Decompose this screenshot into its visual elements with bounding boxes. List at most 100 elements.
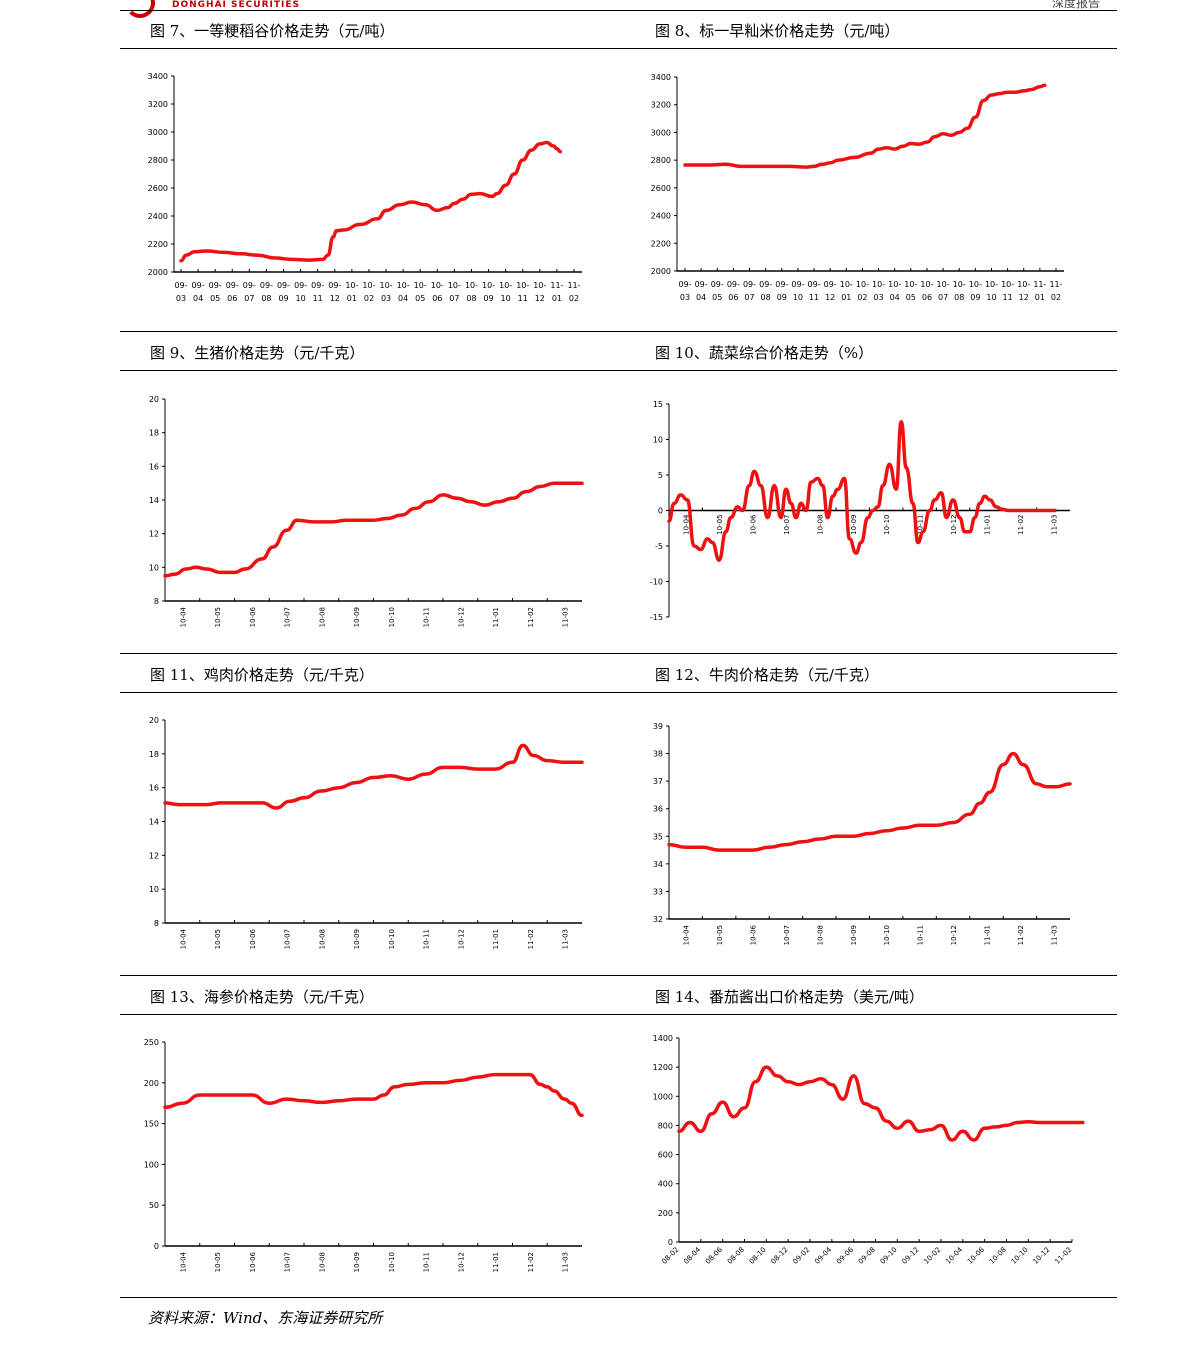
x-tick-label: 10-08 (318, 1252, 326, 1272)
x-tick-label: 11 (809, 293, 819, 302)
y-tick-label: 2600 (148, 184, 168, 193)
x-tick-label: 10- (872, 280, 885, 289)
x-tick-label: 10- (1001, 280, 1014, 289)
x-tick-label: 03 (176, 294, 186, 303)
x-tick-label: 10- (448, 281, 461, 290)
x-tick-label: 09-04 (813, 1245, 833, 1265)
series-line (163, 1072, 584, 1118)
series-line (667, 420, 1057, 562)
x-tick-label: 09- (791, 280, 804, 289)
x-tick-label: 10- (516, 281, 529, 290)
x-tick-label: 10- (482, 281, 495, 290)
x-tick-label: 05 (906, 293, 916, 302)
x-tick-label: 10-06 (249, 928, 257, 949)
x-tick-label: 10-07 (783, 925, 791, 945)
y-tick-label: 3400 (651, 73, 671, 82)
y-tick-label: 2800 (651, 156, 671, 165)
x-tick-label: 12 (1019, 293, 1029, 302)
x-tick-label: 04 (193, 294, 203, 303)
x-tick-label: 11 (313, 294, 323, 303)
y-tick-label: 1200 (653, 1063, 673, 1072)
x-tick-label: 10-12 (1032, 1246, 1052, 1266)
section-rule (120, 975, 1117, 976)
section-rule (120, 370, 1117, 371)
x-tick-label: 02 (569, 294, 579, 303)
x-tick-label: 09- (775, 280, 788, 289)
x-tick-label: 10-09 (850, 515, 858, 535)
x-tick-label: 09- (678, 280, 691, 289)
x-tick-label: 02 (364, 294, 374, 303)
x-tick-label: 10-10 (388, 607, 396, 627)
x-tick-label: 10- (937, 280, 950, 289)
x-tick-label: 09-08 (857, 1246, 877, 1266)
x-tick-label: 12 (535, 294, 545, 303)
x-tick-label: 11-01 (492, 607, 500, 627)
y-tick-label: 0 (658, 507, 663, 516)
y-tick-label: -15 (650, 613, 663, 622)
x-tick-label: 09- (294, 281, 307, 290)
y-tick-label: 2800 (148, 156, 168, 165)
y-tick-label: 600 (658, 1151, 673, 1160)
y-tick-label: 20 (149, 716, 159, 725)
y-tick-label: 0 (668, 1238, 673, 1247)
y-tick-label: 5 (658, 471, 663, 480)
source-note: 资料来源：Wind、东海证券研究所 (148, 1309, 383, 1327)
x-tick-label: 09 (483, 294, 493, 303)
x-tick-label: 10- (904, 280, 917, 289)
y-tick-label: 2000 (148, 268, 168, 277)
x-tick-label: 10- (345, 281, 358, 290)
y-tick-label: 14 (149, 496, 159, 505)
x-tick-label: 09-06 (835, 1245, 855, 1265)
x-tick-label: 10-06 (966, 1245, 986, 1265)
x-tick-label: 09 (970, 293, 980, 302)
x-tick-label: 11 (518, 294, 528, 303)
x-tick-label: 10-08 (816, 515, 824, 535)
x-tick-label: 11-03 (562, 607, 570, 627)
x-tick-label: 10-10 (388, 929, 396, 949)
x-tick-label: 10 (296, 294, 306, 303)
x-tick-label: 10- (362, 281, 375, 290)
y-tick-label: 50 (149, 1201, 159, 1210)
x-tick-label: 10-10 (883, 515, 891, 535)
x-tick-label: 10-05 (716, 515, 724, 535)
y-tick-label: 18 (149, 750, 159, 759)
section-rule (120, 692, 1117, 693)
y-tick-label: 2200 (148, 240, 168, 249)
y-tick-label: 2200 (651, 239, 671, 248)
x-tick-label: 10- (953, 280, 966, 289)
series-line (163, 743, 584, 810)
y-tick-label: 3200 (651, 101, 671, 110)
x-tick-label: 11-01 (492, 929, 500, 949)
x-tick-label: 10-04 (179, 928, 187, 949)
x-tick-label: 10 (986, 293, 996, 302)
series-line (667, 751, 1072, 852)
x-tick-label: 09- (243, 281, 256, 290)
x-tick-label: 09- (209, 281, 222, 290)
x-tick-label: 08 (466, 294, 476, 303)
x-tick-label: 09-10 (879, 1246, 899, 1266)
x-tick-label: 11-03 (1050, 925, 1058, 945)
x-tick-label: 10-04 (944, 1245, 964, 1265)
x-tick-label: 10-08 (318, 929, 326, 949)
x-tick-label: 10- (840, 280, 853, 289)
x-tick-label: 11-01 (492, 1252, 500, 1272)
y-tick-label: 16 (149, 462, 159, 471)
x-tick-label: 10-04 (683, 924, 691, 945)
y-tick-label: 3000 (651, 128, 671, 137)
section-rule (120, 653, 1117, 654)
x-tick-label: 10-06 (750, 924, 758, 945)
x-tick-label: 09-12 (901, 1246, 921, 1266)
x-tick-label: 11- (1033, 280, 1046, 289)
x-tick-label: 10-09 (353, 1252, 361, 1272)
y-tick-label: 39 (653, 722, 663, 731)
y-tick-label: 2600 (651, 184, 671, 193)
x-tick-label: 09- (743, 280, 756, 289)
logo-mark-icon (125, 0, 155, 18)
x-tick-label: 10 (793, 293, 803, 302)
x-tick-label: 10- (397, 281, 410, 290)
x-tick-label: 10-05 (214, 607, 222, 627)
x-tick-label: 09- (759, 280, 772, 289)
x-tick-label: 10-10 (883, 925, 891, 945)
x-tick-label: 10- (499, 281, 512, 290)
x-tick-label: 08-04 (682, 1245, 702, 1265)
